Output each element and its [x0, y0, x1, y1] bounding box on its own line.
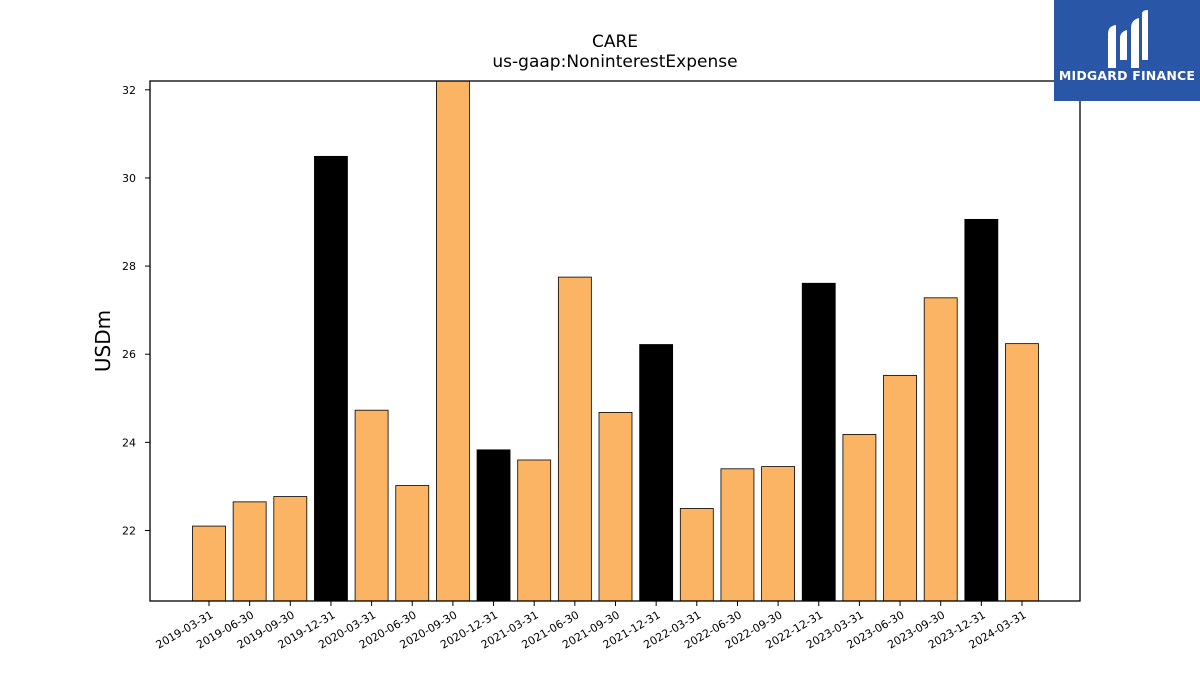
logo-text: MIDGARD FINANCE	[1058, 68, 1196, 83]
bar-2022-03-31	[679, 508, 714, 602]
y-axis-label: USDm	[91, 310, 115, 372]
bar-2022-09-30	[761, 466, 795, 602]
bar-2019-12-31	[314, 155, 348, 602]
bar-2020-03-31	[354, 409, 389, 602]
y-tick-label-26: 26	[122, 348, 136, 361]
y-tick-label-32: 32	[122, 84, 136, 97]
bar-2020-06-30	[395, 485, 430, 602]
bar-2019-09-30	[273, 496, 308, 602]
chart-title: CARE	[591, 32, 639, 52]
bar-2021-06-30	[557, 276, 592, 602]
chart-subtitle: us-gaap:NoninterestExpense	[492, 52, 738, 72]
y-tick-label-22: 22	[122, 524, 136, 537]
y-tick-label-28: 28	[122, 260, 136, 273]
bar-2020-12-31	[476, 449, 511, 602]
bar-2024-03-31	[1005, 343, 1039, 602]
y-tick-label-30: 30	[122, 172, 136, 185]
bar-2019-06-30	[232, 501, 267, 602]
logo-mark-icon	[1108, 10, 1148, 68]
bar-2021-09-30	[598, 411, 633, 602]
bar-2023-03-31	[842, 434, 877, 602]
bar-2020-09-30	[435, 80, 470, 602]
bar-2023-12-31	[964, 218, 999, 602]
bar-2021-03-31	[517, 459, 552, 602]
bar-2022-12-31	[801, 282, 836, 602]
bar-2022-06-30	[720, 468, 755, 602]
bar-2021-12-31	[639, 344, 674, 602]
brand-logo: MIDGARD FINANCE	[1054, 0, 1200, 101]
bar-2023-06-30	[883, 374, 917, 602]
y-tick-label-24: 24	[122, 436, 136, 449]
bar-2023-09-30	[923, 297, 958, 602]
bar-2019-03-31	[192, 525, 226, 602]
